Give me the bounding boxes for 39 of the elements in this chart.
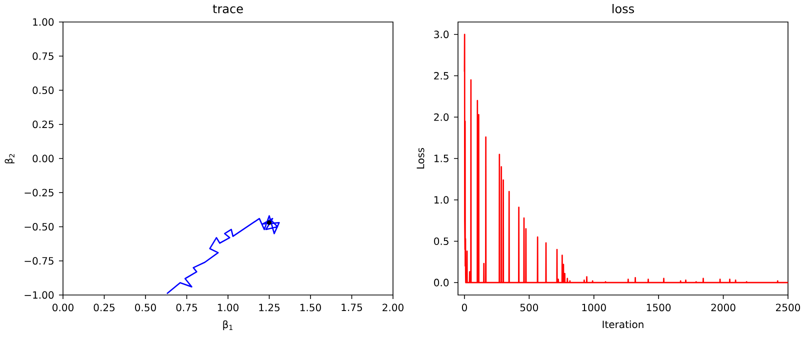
y-tick-label: 1.00 <box>33 18 54 26</box>
chart-title: trace <box>212 4 243 14</box>
y-tick-label: −1.00 <box>24 291 54 299</box>
y-tick-label: 1.5 <box>434 154 448 162</box>
x-tick-label: 0.00 <box>52 304 74 312</box>
y-tick-label: −0.75 <box>24 257 54 265</box>
x-axis-title: Iteration <box>602 320 644 328</box>
x-tick-label: 500 <box>520 304 538 312</box>
line-series <box>166 215 280 294</box>
chart-title: loss <box>612 4 634 14</box>
line-series <box>464 34 788 284</box>
y-tick-label: 0.00 <box>32 154 54 162</box>
y-tick-label: 2.0 <box>434 113 449 121</box>
x-axis-title: β$_{1}$ <box>223 320 232 330</box>
y-tick-label: 0.75 <box>32 52 54 60</box>
y-tick-label: −0.25 <box>24 188 54 196</box>
x-tick-label: 1500 <box>646 304 671 312</box>
x-tick-label: 0.25 <box>94 304 114 312</box>
y-tick-label: 3.0 <box>434 30 449 38</box>
y-tick-label: 0.0 <box>434 278 449 286</box>
x-tick-label: 2.00 <box>382 304 404 312</box>
y-tick-label: 1.0 <box>434 196 449 204</box>
x-tick-label: 2500 <box>776 304 800 312</box>
y-tick-label: −0.50 <box>24 222 54 231</box>
y-tick-label: 0.25 <box>32 120 54 128</box>
y-axis-title: Loss <box>416 148 424 168</box>
x-tick-label: 1.50 <box>300 304 321 312</box>
x-tick-label: 0 <box>462 304 467 312</box>
y-axis-title: β$_{2}$ <box>4 154 14 164</box>
x-tick-label: 0.75 <box>176 304 197 312</box>
y-tick-label: 0.5 <box>434 237 448 246</box>
y-tick-label: 2.5 <box>434 72 448 80</box>
x-tick-label: 1.75 <box>342 304 362 312</box>
x-tick-label: 0.50 <box>135 304 156 312</box>
x-tick-label: 1.00 <box>218 304 238 312</box>
x-tick-label: 2000 <box>711 304 736 312</box>
y-tick-label: 0.50 <box>32 86 54 94</box>
x-tick-label: 1000 <box>582 304 606 312</box>
x-tick-label: 1.25 <box>259 304 280 312</box>
